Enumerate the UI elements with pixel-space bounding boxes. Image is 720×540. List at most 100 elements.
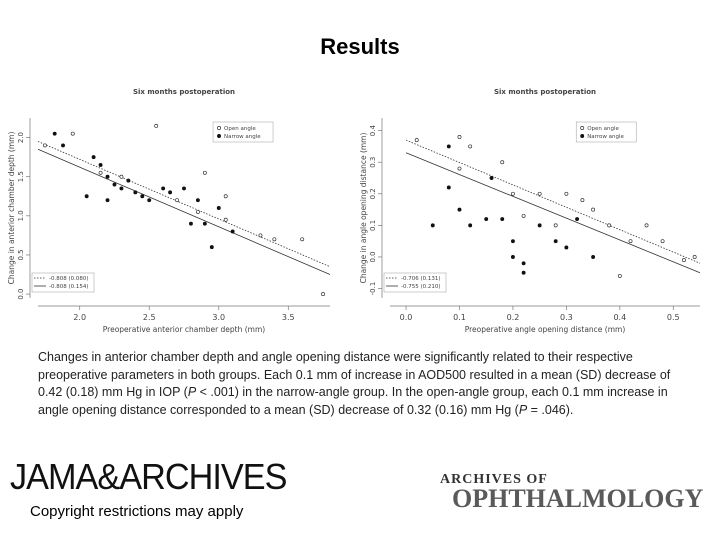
- y-tick-label: 1.0: [17, 210, 25, 221]
- data-point: [644, 223, 649, 228]
- data-point: [510, 254, 515, 259]
- logo: JAMA&ARCHIVES: [10, 456, 287, 497]
- data-point: [98, 163, 103, 167]
- y-tick-label: 0.0: [369, 251, 377, 262]
- legend-label: Open angle: [587, 126, 619, 132]
- fit-line: [37, 141, 331, 268]
- data-point: [468, 144, 473, 149]
- legend-box: [212, 121, 274, 143]
- data-point: [521, 213, 526, 218]
- slide-title: Results: [320, 34, 400, 59]
- data-point: [105, 174, 110, 179]
- legend-label: Open angle: [224, 126, 256, 132]
- legend-label: -0.808 (0.080): [49, 276, 89, 282]
- data-point: [175, 198, 179, 203]
- logo: OPHTHALMOLOGY: [452, 484, 704, 513]
- y-tick-label: 0.0: [17, 289, 25, 300]
- data-point: [223, 217, 228, 222]
- data-point: [660, 239, 665, 244]
- x-tick-label: 0.0: [400, 313, 413, 322]
- data-point: [446, 144, 451, 149]
- data-point: [202, 221, 207, 226]
- y-axis-title: Change in anterior chamber depth (mm): [7, 132, 16, 285]
- legend-marker: [217, 126, 221, 130]
- caption-text: P: [518, 402, 528, 417]
- data-point: [216, 206, 221, 210]
- data-point: [119, 186, 124, 191]
- y-tick-label: 0.5: [17, 249, 25, 260]
- x-axis-title: Preoperative angle opening distance (mm): [465, 325, 626, 334]
- data-point: [430, 223, 435, 228]
- y-tick-label: 0.4: [369, 125, 377, 137]
- data-point: [617, 273, 622, 278]
- fit-line: [37, 148, 331, 275]
- data-point: [189, 221, 193, 226]
- data-point: [537, 191, 542, 196]
- caption-text: = .046).: [527, 402, 574, 417]
- caption-text: Changes in anterior chamber depth and an…: [38, 350, 671, 399]
- data-point: [692, 254, 697, 259]
- y-tick-label: 2.0: [17, 132, 25, 143]
- fit-line: [405, 152, 701, 274]
- data-point: [223, 194, 228, 199]
- data-point: [628, 239, 633, 244]
- legend-marker: [580, 134, 585, 138]
- copyright: Copyright restrictions may apply: [30, 503, 244, 520]
- data-point: [682, 258, 686, 263]
- x-tick-label: 0.3: [560, 313, 573, 322]
- data-point: [272, 237, 277, 242]
- data-point: [300, 237, 305, 242]
- legend-label: -0.755 (0.210): [401, 284, 441, 290]
- legend-box: [383, 272, 447, 293]
- y-tick-label: 1.5: [17, 171, 25, 182]
- data-point: [258, 233, 263, 238]
- legend-box: [575, 121, 637, 143]
- data-point: [195, 209, 200, 214]
- x-tick-label: 0.4: [613, 313, 626, 322]
- y-tick-label: 0.2: [369, 188, 377, 199]
- y-tick-label: -0.1: [369, 282, 377, 296]
- legend-marker: [217, 134, 221, 138]
- data-point: [230, 229, 235, 234]
- legend-label: Narrow angle: [224, 134, 261, 140]
- fit-line: [405, 139, 701, 264]
- data-point: [414, 138, 419, 143]
- data-point: [195, 198, 200, 203]
- caption-text: P: [187, 385, 197, 399]
- data-point: [580, 198, 585, 203]
- data-point: [52, 131, 57, 136]
- x-tick-label: 0.5: [667, 313, 680, 322]
- data-point: [446, 185, 451, 190]
- x-tick-label: 3.5: [282, 313, 295, 322]
- data-point: [161, 186, 166, 191]
- legend-label: Narrow angle: [587, 134, 624, 140]
- legend-marker: [580, 126, 585, 130]
- data-point: [468, 223, 473, 228]
- x-tick-label: 3.0: [212, 313, 225, 322]
- data-point: [521, 270, 526, 275]
- data-point: [91, 155, 96, 160]
- data-point: [61, 143, 65, 148]
- data-point: [321, 292, 325, 297]
- data-point: [202, 170, 207, 175]
- data-point: [500, 160, 505, 165]
- chart: Six months postoperation Preoperative ant…: [7, 88, 331, 334]
- data-point: [182, 186, 186, 191]
- data-point: [457, 207, 462, 212]
- data-point: [484, 217, 489, 222]
- x-axis-title: Preoperative anterior chamber depth (mm): [103, 325, 266, 334]
- legend-label: -0.706 (0.131): [401, 276, 441, 282]
- data-point: [98, 170, 103, 175]
- chart: Six months postoperation Preoperative ang…: [360, 88, 701, 334]
- data-point: [564, 245, 569, 250]
- logo: ARCHIVES OF: [440, 472, 548, 487]
- data-point: [575, 217, 580, 222]
- caption-text: < .001) in the narrow-angle group. In th…: [38, 385, 668, 417]
- data-point: [553, 223, 558, 228]
- chart-title: Six months postoperation: [494, 88, 596, 96]
- data-point: [140, 194, 145, 199]
- data-point: [553, 239, 558, 244]
- y-tick-label: 0.1: [369, 220, 377, 231]
- x-tick-label: 2.0: [73, 313, 86, 322]
